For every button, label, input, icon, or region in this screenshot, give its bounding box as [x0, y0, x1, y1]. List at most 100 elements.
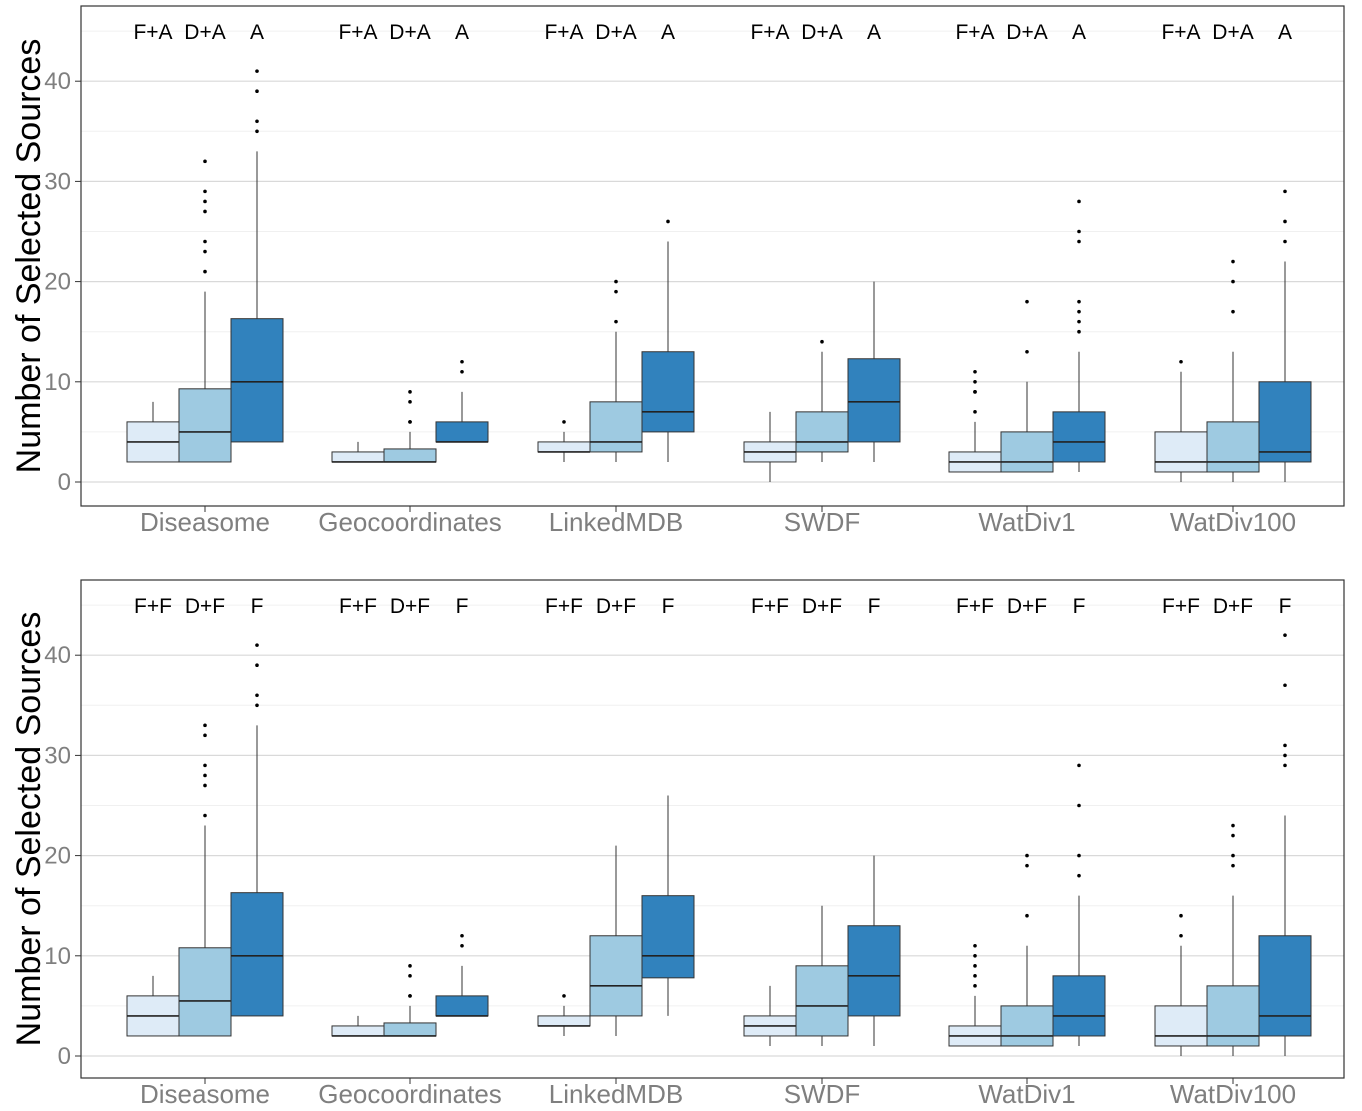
outlier-point: [408, 994, 412, 998]
group-label: F: [1073, 595, 1086, 618]
y-axis-label: Number of Selected Sources: [10, 39, 48, 474]
outlier-point: [1283, 239, 1287, 244]
box-body: [795, 411, 849, 453]
box-body: [383, 448, 437, 463]
outlier-point: [1179, 913, 1183, 918]
group-label: F: [868, 595, 881, 618]
box-body: [537, 1015, 591, 1027]
outlier-point: [1231, 279, 1235, 284]
box-body: [847, 358, 901, 443]
box-SWDF-D+A: [795, 339, 849, 462]
x-tick-label: WatDiv100: [1170, 507, 1296, 537]
box-body: [230, 318, 284, 443]
box-body: [383, 1022, 437, 1037]
y-tick-label: 30: [44, 742, 71, 769]
outlier-point: [973, 964, 977, 968]
group-label: D+A: [1212, 21, 1253, 44]
box-WatDiv1-F+A: [948, 369, 1002, 473]
y-tick-label: 40: [44, 68, 71, 95]
x-tick-label: SWDF: [784, 1079, 861, 1109]
outlier-point: [203, 783, 207, 788]
group-label: F+A: [750, 21, 789, 44]
outlier-point: [408, 964, 412, 968]
outlier-point: [460, 943, 464, 948]
group-label: F: [456, 595, 469, 618]
group-labels: F+A D+A A F+A D+A A F+A D+A A F+A D+A A F+A D+A A F+A D+…: [133, 21, 1292, 44]
x-tick-label: SWDF: [784, 507, 861, 537]
box-Geocoordinates-F: [435, 933, 489, 1017]
series-D+A: [178, 159, 1260, 482]
outlier-point: [1077, 853, 1081, 858]
outlier-point: [203, 189, 207, 194]
box-SWDF-F+F: [743, 985, 797, 1046]
box-body: [1000, 1005, 1054, 1047]
box-body: [435, 421, 489, 443]
outlier-point: [460, 359, 464, 364]
box-Diseasome-A: [230, 69, 284, 443]
outlier-point: [666, 219, 670, 224]
outlier-point: [1025, 349, 1029, 354]
group-label: A: [250, 21, 264, 44]
group-label: D+A: [184, 21, 225, 44]
outlier-point: [1077, 229, 1081, 234]
box-SWDF-F: [847, 855, 901, 1046]
group-label: F+F: [545, 595, 583, 618]
major-gridlines: [81, 80, 1344, 483]
group-label: D+F: [802, 595, 842, 618]
box-WatDiv100-F: [1258, 633, 1312, 1056]
box-body: [1258, 935, 1312, 1037]
group-label: F: [662, 595, 675, 618]
box-Diseasome-F: [230, 643, 284, 1017]
group-label: F+F: [1162, 595, 1200, 618]
y-tick-label: 40: [44, 642, 71, 669]
outlier-point: [203, 239, 207, 244]
box-SWDF-D+F: [795, 905, 849, 1046]
series-F+F: [126, 913, 1208, 1056]
outlier-point: [460, 369, 464, 374]
box-WatDiv1-F+F: [948, 943, 1002, 1047]
outlier-point: [1231, 823, 1235, 828]
group-label: F+F: [134, 595, 172, 618]
box-body: [1000, 431, 1054, 473]
group-labels: F+F D+F F F+F D+F F F+F D+F F F+F D+F F F+F D+F F F+F D+…: [134, 595, 1291, 618]
y-axis-label: Number of Selected Sources: [10, 612, 48, 1047]
group-label: D+F: [1213, 595, 1253, 618]
box-body: [178, 388, 232, 463]
outlier-point: [1077, 873, 1081, 878]
box-LinkedMDB-F: [641, 795, 695, 1016]
outlier-point: [255, 643, 259, 647]
outlier-point: [1025, 863, 1029, 868]
outlier-point: [255, 703, 259, 708]
x-tick-label: WatDiv1: [978, 507, 1075, 537]
box-body: [589, 401, 643, 453]
group-label: F+A: [544, 21, 583, 44]
box-WatDiv100-A: [1258, 189, 1312, 482]
y-tick-label: 20: [44, 843, 71, 870]
group-label: F+A: [133, 21, 172, 44]
outlier-point: [614, 279, 618, 284]
minor-gridlines: [81, 604, 1344, 1007]
outlier-point: [1077, 329, 1081, 334]
outlier-point: [255, 119, 259, 124]
panel-border: [80, 579, 1345, 1079]
group-label: D+F: [185, 595, 225, 618]
x-tick-label: WatDiv100: [1170, 1079, 1296, 1109]
outlier-point: [1231, 853, 1235, 858]
outlier-point: [1077, 299, 1081, 304]
box-WatDiv1-D+F: [1000, 853, 1054, 1047]
outlier-point: [1179, 359, 1183, 364]
y-tick-label: 20: [44, 269, 71, 296]
outlier-point: [408, 390, 412, 394]
box-LinkedMDB-D+A: [589, 279, 643, 462]
group-label: F: [1279, 595, 1292, 618]
outlier-point: [973, 390, 977, 394]
outlier-point: [973, 369, 977, 374]
x-tick-label: Diseasome: [140, 1079, 270, 1109]
box-body: [1258, 381, 1312, 463]
outlier-point: [203, 159, 207, 164]
outlier-point: [255, 129, 259, 134]
outlier-point: [973, 984, 977, 988]
box-Diseasome-D+A: [178, 159, 232, 463]
